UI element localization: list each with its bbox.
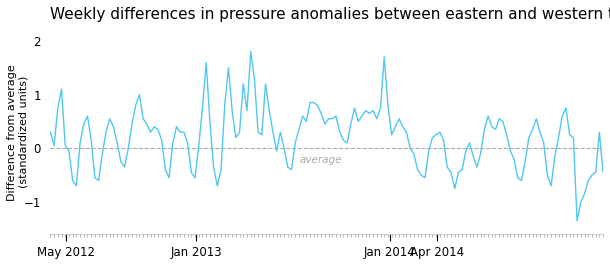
Y-axis label: Difference from average
(standardized units): Difference from average (standardized un… <box>7 64 29 201</box>
Text: Weekly differences in pressure anomalies between eastern and western tropical Pa: Weekly differences in pressure anomalies… <box>51 7 610 22</box>
Text: average: average <box>300 155 342 165</box>
